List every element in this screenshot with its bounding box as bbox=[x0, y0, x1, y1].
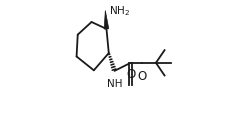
Text: O: O bbox=[138, 70, 147, 82]
Text: NH: NH bbox=[107, 79, 123, 89]
Text: NH$_2$: NH$_2$ bbox=[109, 4, 131, 18]
Text: O: O bbox=[126, 67, 135, 80]
Polygon shape bbox=[104, 11, 109, 30]
